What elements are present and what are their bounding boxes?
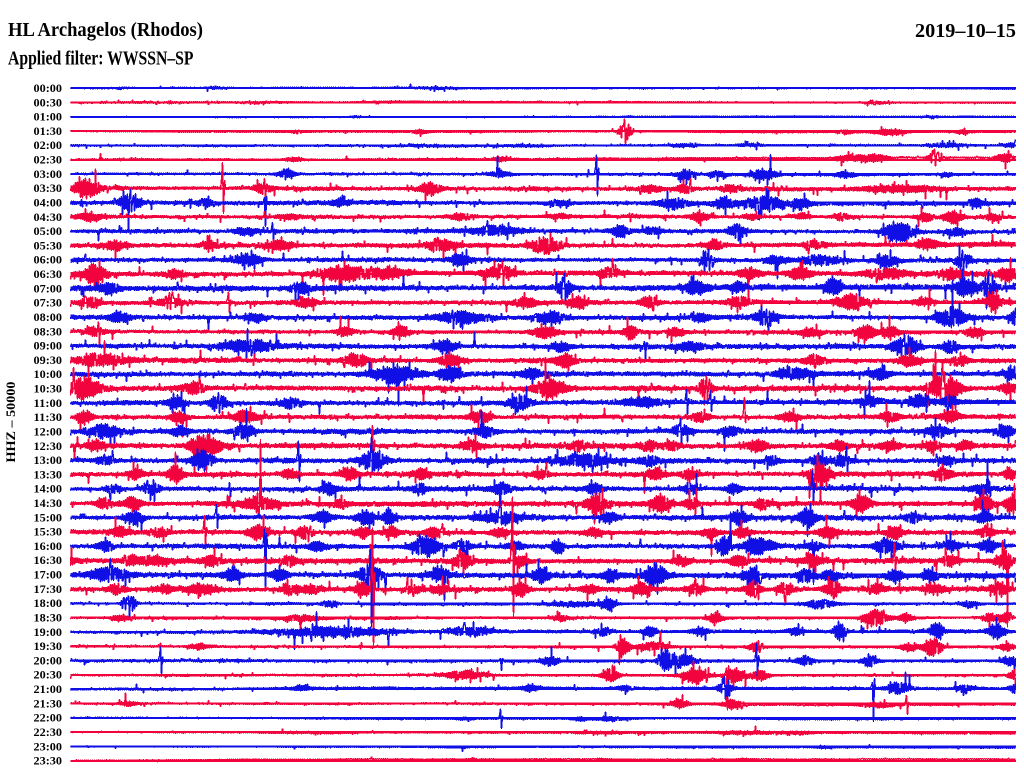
svg-text:08:00: 08:00 xyxy=(34,312,63,324)
svg-text:14:30: 14:30 xyxy=(34,498,63,510)
svg-text:13:00: 13:00 xyxy=(34,455,63,467)
svg-text:16:00: 16:00 xyxy=(34,541,63,553)
svg-text:23:30: 23:30 xyxy=(34,756,63,768)
svg-text:03:30: 03:30 xyxy=(34,183,63,195)
svg-text:08:30: 08:30 xyxy=(34,326,63,338)
svg-text:18:30: 18:30 xyxy=(34,613,63,625)
svg-text:20:00: 20:00 xyxy=(34,655,63,667)
svg-text:19:30: 19:30 xyxy=(34,641,63,653)
svg-text:22:30: 22:30 xyxy=(34,727,63,739)
svg-text:21:30: 21:30 xyxy=(34,698,63,710)
svg-text:05:00: 05:00 xyxy=(34,226,63,238)
svg-text:21:00: 21:00 xyxy=(34,684,63,696)
svg-text:23:00: 23:00 xyxy=(34,741,63,753)
svg-text:2019–10–15: 2019–10–15 xyxy=(915,20,1016,42)
svg-text:12:00: 12:00 xyxy=(34,426,63,438)
svg-text:01:00: 01:00 xyxy=(34,112,63,124)
svg-text:10:30: 10:30 xyxy=(34,384,63,396)
svg-text:07:00: 07:00 xyxy=(34,283,63,295)
svg-text:00:30: 00:30 xyxy=(34,97,63,109)
svg-text:15:30: 15:30 xyxy=(34,527,63,539)
svg-text:04:30: 04:30 xyxy=(34,212,63,224)
svg-text:04:00: 04:00 xyxy=(34,198,63,210)
svg-text:12:30: 12:30 xyxy=(34,441,63,453)
svg-text:02:00: 02:00 xyxy=(34,140,63,152)
svg-text:06:00: 06:00 xyxy=(34,255,63,267)
svg-text:05:30: 05:30 xyxy=(34,240,63,252)
svg-text:01:30: 01:30 xyxy=(34,126,63,138)
svg-text:07:30: 07:30 xyxy=(34,298,63,310)
svg-text:19:00: 19:00 xyxy=(34,627,63,639)
svg-text:09:00: 09:00 xyxy=(34,341,63,353)
svg-text:03:00: 03:00 xyxy=(34,169,63,181)
svg-text:13:30: 13:30 xyxy=(34,469,63,481)
svg-text:06:30: 06:30 xyxy=(34,269,63,281)
svg-text:HL Archagelos (Rhodos): HL Archagelos (Rhodos) xyxy=(8,19,203,41)
svg-text:20:30: 20:30 xyxy=(34,670,63,682)
svg-text:18:00: 18:00 xyxy=(34,598,63,610)
svg-text:22:00: 22:00 xyxy=(34,713,63,725)
svg-text:17:00: 17:00 xyxy=(34,570,63,582)
svg-text:15:00: 15:00 xyxy=(34,512,63,524)
svg-text:02:30: 02:30 xyxy=(34,155,63,167)
svg-text:10:00: 10:00 xyxy=(34,369,63,381)
svg-text:HHZ – 50000: HHZ – 50000 xyxy=(4,382,18,463)
svg-text:11:30: 11:30 xyxy=(34,412,63,424)
svg-text:09:30: 09:30 xyxy=(34,355,63,367)
svg-text:Applied filter: WWSSN–SP: Applied filter: WWSSN–SP xyxy=(8,48,194,70)
svg-text:00:00: 00:00 xyxy=(34,83,63,95)
svg-text:17:30: 17:30 xyxy=(34,584,63,596)
svg-text:11:00: 11:00 xyxy=(34,398,63,410)
svg-text:16:30: 16:30 xyxy=(34,555,63,567)
svg-text:14:00: 14:00 xyxy=(34,484,63,496)
